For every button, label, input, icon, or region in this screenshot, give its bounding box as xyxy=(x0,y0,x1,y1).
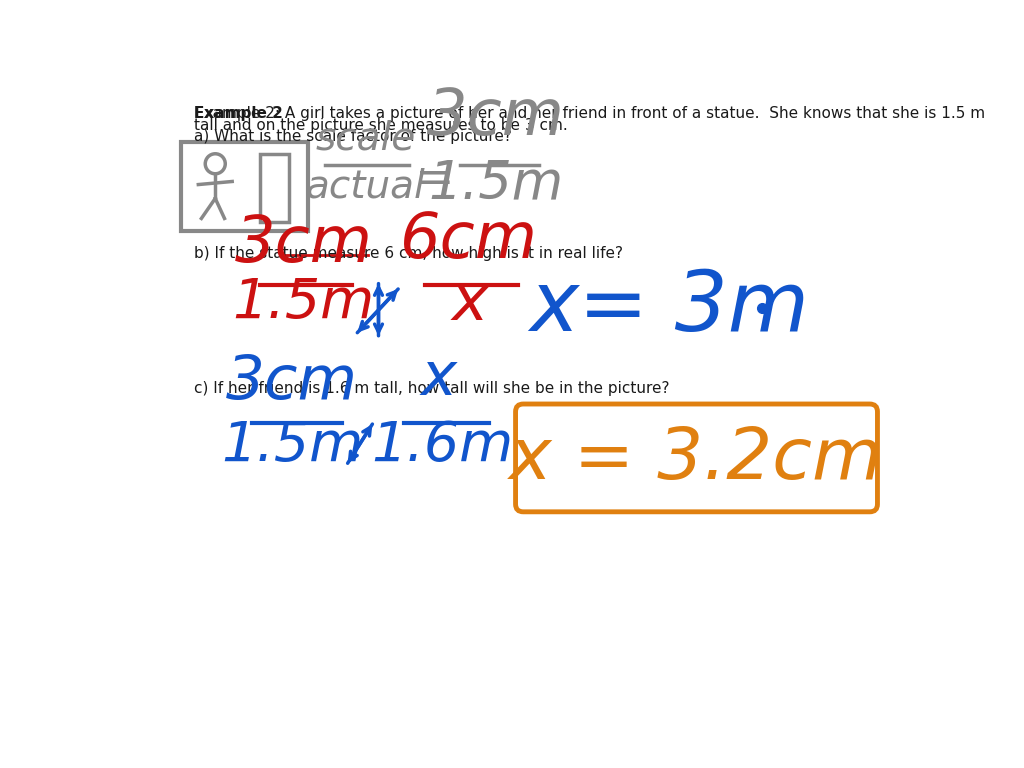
Text: 1.5m: 1.5m xyxy=(429,157,564,209)
Text: 3cm: 3cm xyxy=(226,353,358,412)
Text: scale: scale xyxy=(315,120,416,157)
Text: =: = xyxy=(415,157,455,202)
Text: Example 2: A girl takes a picture of her and her friend in front of a statue.  S: Example 2: A girl takes a picture of her… xyxy=(194,106,985,121)
Text: 1.5m: 1.5m xyxy=(232,276,375,329)
Text: 1.5m: 1.5m xyxy=(221,419,364,472)
Text: tall and on the picture she measures to be 3 cm.: tall and on the picture she measures to … xyxy=(194,118,567,133)
Text: x = 3.2cm: x = 3.2cm xyxy=(509,425,884,494)
Text: 1.6m: 1.6m xyxy=(372,419,513,472)
Text: a) What is the scale factor of the picture?: a) What is the scale factor of the pictu… xyxy=(194,129,512,144)
Text: c) If her friend is 1.6 m tall, how tall will she be in the picture?: c) If her friend is 1.6 m tall, how tall… xyxy=(194,381,670,396)
Text: x: x xyxy=(421,349,457,408)
FancyBboxPatch shape xyxy=(515,404,878,511)
Text: b) If the statue measure 6 cm, how high is it in real life?: b) If the statue measure 6 cm, how high … xyxy=(194,247,623,261)
Text: x: x xyxy=(452,274,487,333)
Text: 3cm: 3cm xyxy=(427,85,565,147)
Text: 3cm: 3cm xyxy=(234,214,373,276)
Text: 6cm: 6cm xyxy=(400,209,539,271)
Text: x= 3m: x= 3m xyxy=(529,267,810,348)
Text: actual: actual xyxy=(305,167,425,205)
Text: Example 2: Example 2 xyxy=(194,106,283,121)
